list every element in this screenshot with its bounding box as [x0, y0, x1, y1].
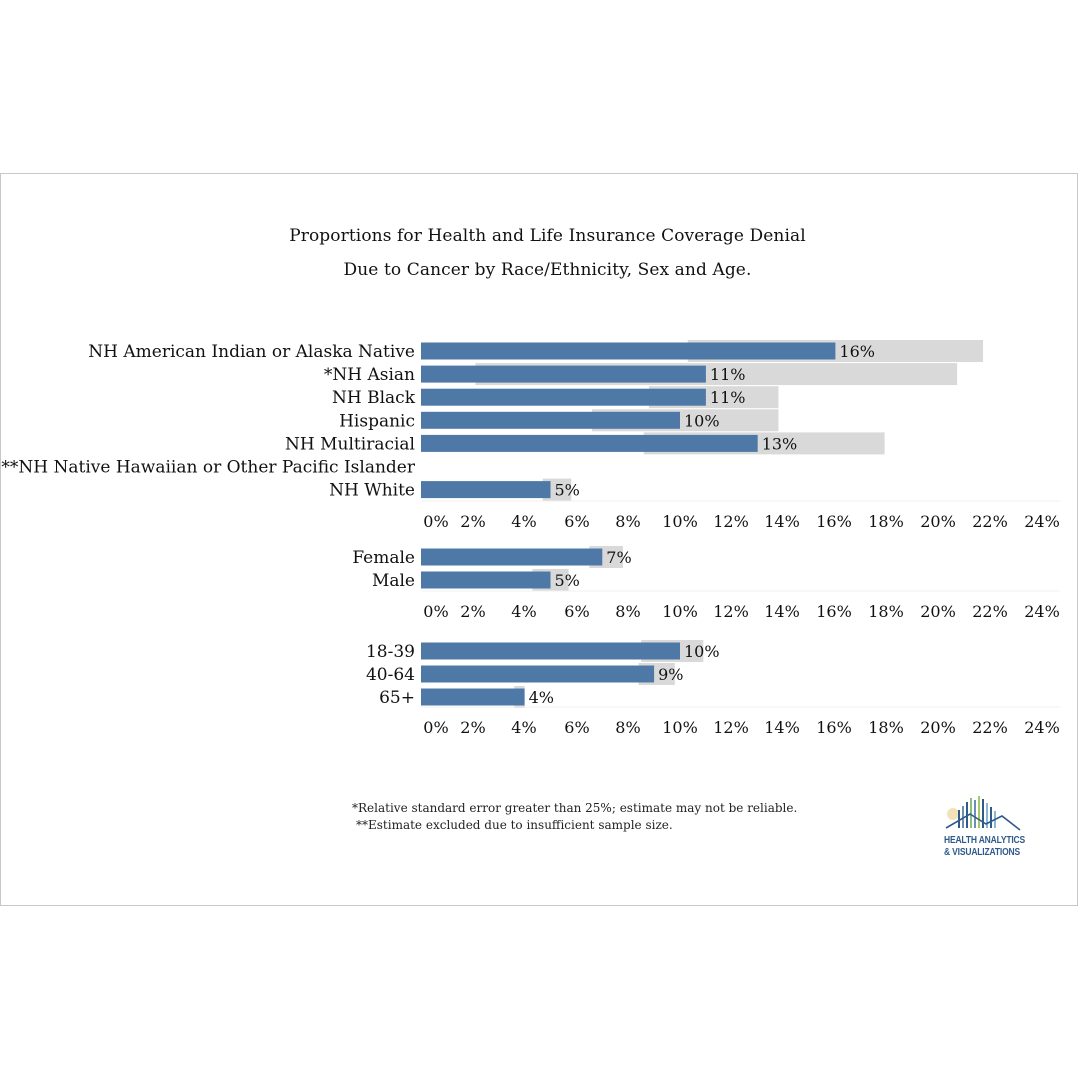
category-label: *NH Asian — [324, 365, 415, 385]
data-bar — [421, 665, 655, 683]
data-label: 16% — [839, 342, 875, 361]
data-label: 4% — [529, 688, 554, 707]
category-label: 65+ — [379, 688, 415, 708]
x-tick-label: 10% — [662, 602, 698, 621]
chart-panel-3: 18-39 10% 40-64 9% 65+ 4% 0% 2% 4% 6% 8% 10% 12% 14% 1… — [366, 640, 1060, 737]
chart-panel-2: Female 7% Male 5% 0% 2% 4% 6% 8% 10% 12% 14% 16% 18% 2… — [352, 546, 1060, 621]
data-label: 5% — [555, 481, 580, 500]
x-tick-label: 8% — [615, 718, 640, 737]
x-tick-label: 6% — [564, 512, 589, 531]
x-tick-label: 4% — [511, 718, 536, 737]
x-tick-label: 2% — [460, 512, 485, 531]
x-tick-label: 18% — [868, 512, 904, 531]
x-tick-label: 14% — [764, 718, 800, 737]
x-tick-label: 12% — [713, 602, 749, 621]
data-label: 10% — [684, 642, 720, 661]
data-bar — [421, 388, 706, 406]
x-tick-label: 6% — [564, 718, 589, 737]
data-bar — [421, 481, 551, 499]
data-label: 5% — [555, 571, 580, 590]
x-tick-label: 10% — [662, 718, 698, 737]
data-label: 13% — [762, 434, 798, 453]
category-label: 40-64 — [366, 665, 415, 685]
x-tick-label: 4% — [511, 602, 536, 621]
data-bar — [421, 571, 551, 589]
category-label: NH American Indian or Alaska Native — [88, 342, 415, 362]
data-bar — [421, 548, 603, 566]
x-tick-label: 0% — [423, 718, 448, 737]
data-bar — [421, 411, 680, 429]
data-label: 11% — [710, 365, 746, 384]
data-bar — [421, 688, 525, 706]
x-tick-label: 16% — [816, 602, 852, 621]
footnote-rse: *Relative standard error greater than 25… — [352, 801, 798, 815]
category-label: Female — [352, 548, 415, 568]
x-tick-label: 24% — [1024, 512, 1060, 531]
x-tick-label: 18% — [868, 602, 904, 621]
category-label: NH Multiracial — [285, 434, 415, 454]
category-label: Male — [372, 571, 415, 591]
category-label: Hispanic — [339, 411, 415, 431]
x-tick-label: 4% — [511, 512, 536, 531]
x-tick-label: 14% — [764, 602, 800, 621]
category-label: NH White — [329, 481, 415, 501]
x-tick-label: 8% — [615, 512, 640, 531]
logo-text-line-2: & VISUALIZATIONS — [944, 847, 1020, 858]
chart-title-line-1: Proportions for Health and Life Insuranc… — [289, 226, 806, 246]
x-tick-label: 8% — [615, 602, 640, 621]
x-tick-label: 20% — [920, 602, 956, 621]
x-tick-label: 0% — [423, 602, 448, 621]
data-bar — [421, 365, 706, 383]
chart-title-line-2: Due to Cancer by Race/Ethnicity, Sex and… — [343, 260, 752, 280]
x-tick-label: 12% — [713, 512, 749, 531]
data-label: 9% — [658, 665, 683, 684]
x-tick-label: 16% — [816, 718, 852, 737]
data-label: 7% — [606, 548, 631, 567]
x-tick-label: 12% — [713, 718, 749, 737]
data-bar — [421, 434, 758, 452]
data-label: 10% — [684, 411, 720, 430]
footnote-excluded: **Estimate excluded due to insufficient … — [356, 818, 673, 832]
x-tick-label: 10% — [662, 512, 698, 531]
health-analytics-logo-icon — [945, 796, 1021, 831]
x-tick-label: 24% — [1024, 718, 1060, 737]
category-label: 18-39 — [366, 642, 415, 662]
x-tick-label: 0% — [423, 512, 448, 531]
x-tick-label: 24% — [1024, 602, 1060, 621]
x-tick-label: 22% — [972, 512, 1008, 531]
x-tick-label: 22% — [972, 602, 1008, 621]
x-tick-label: 6% — [564, 602, 589, 621]
logo-text-line-1: HEALTH ANALYTICS — [944, 835, 1026, 846]
x-tick-label: 22% — [972, 718, 1008, 737]
data-bar — [421, 642, 680, 660]
x-tick-label: 14% — [764, 512, 800, 531]
x-tick-label: 18% — [868, 718, 904, 737]
chart-card — [0, 173, 1078, 906]
x-tick-label: 16% — [816, 512, 852, 531]
data-label: 11% — [710, 388, 746, 407]
data-bar — [421, 342, 836, 360]
category-label: NH Black — [332, 388, 416, 408]
x-tick-label: 20% — [920, 718, 956, 737]
chart-panel-1: NH American Indian or Alaska Native 16% *N… — [1, 340, 1060, 531]
x-tick-label: 2% — [460, 718, 485, 737]
category-label: **NH Native Hawaiian or Other Pacific Is… — [1, 458, 415, 478]
x-tick-label: 2% — [460, 602, 485, 621]
x-tick-label: 20% — [920, 512, 956, 531]
